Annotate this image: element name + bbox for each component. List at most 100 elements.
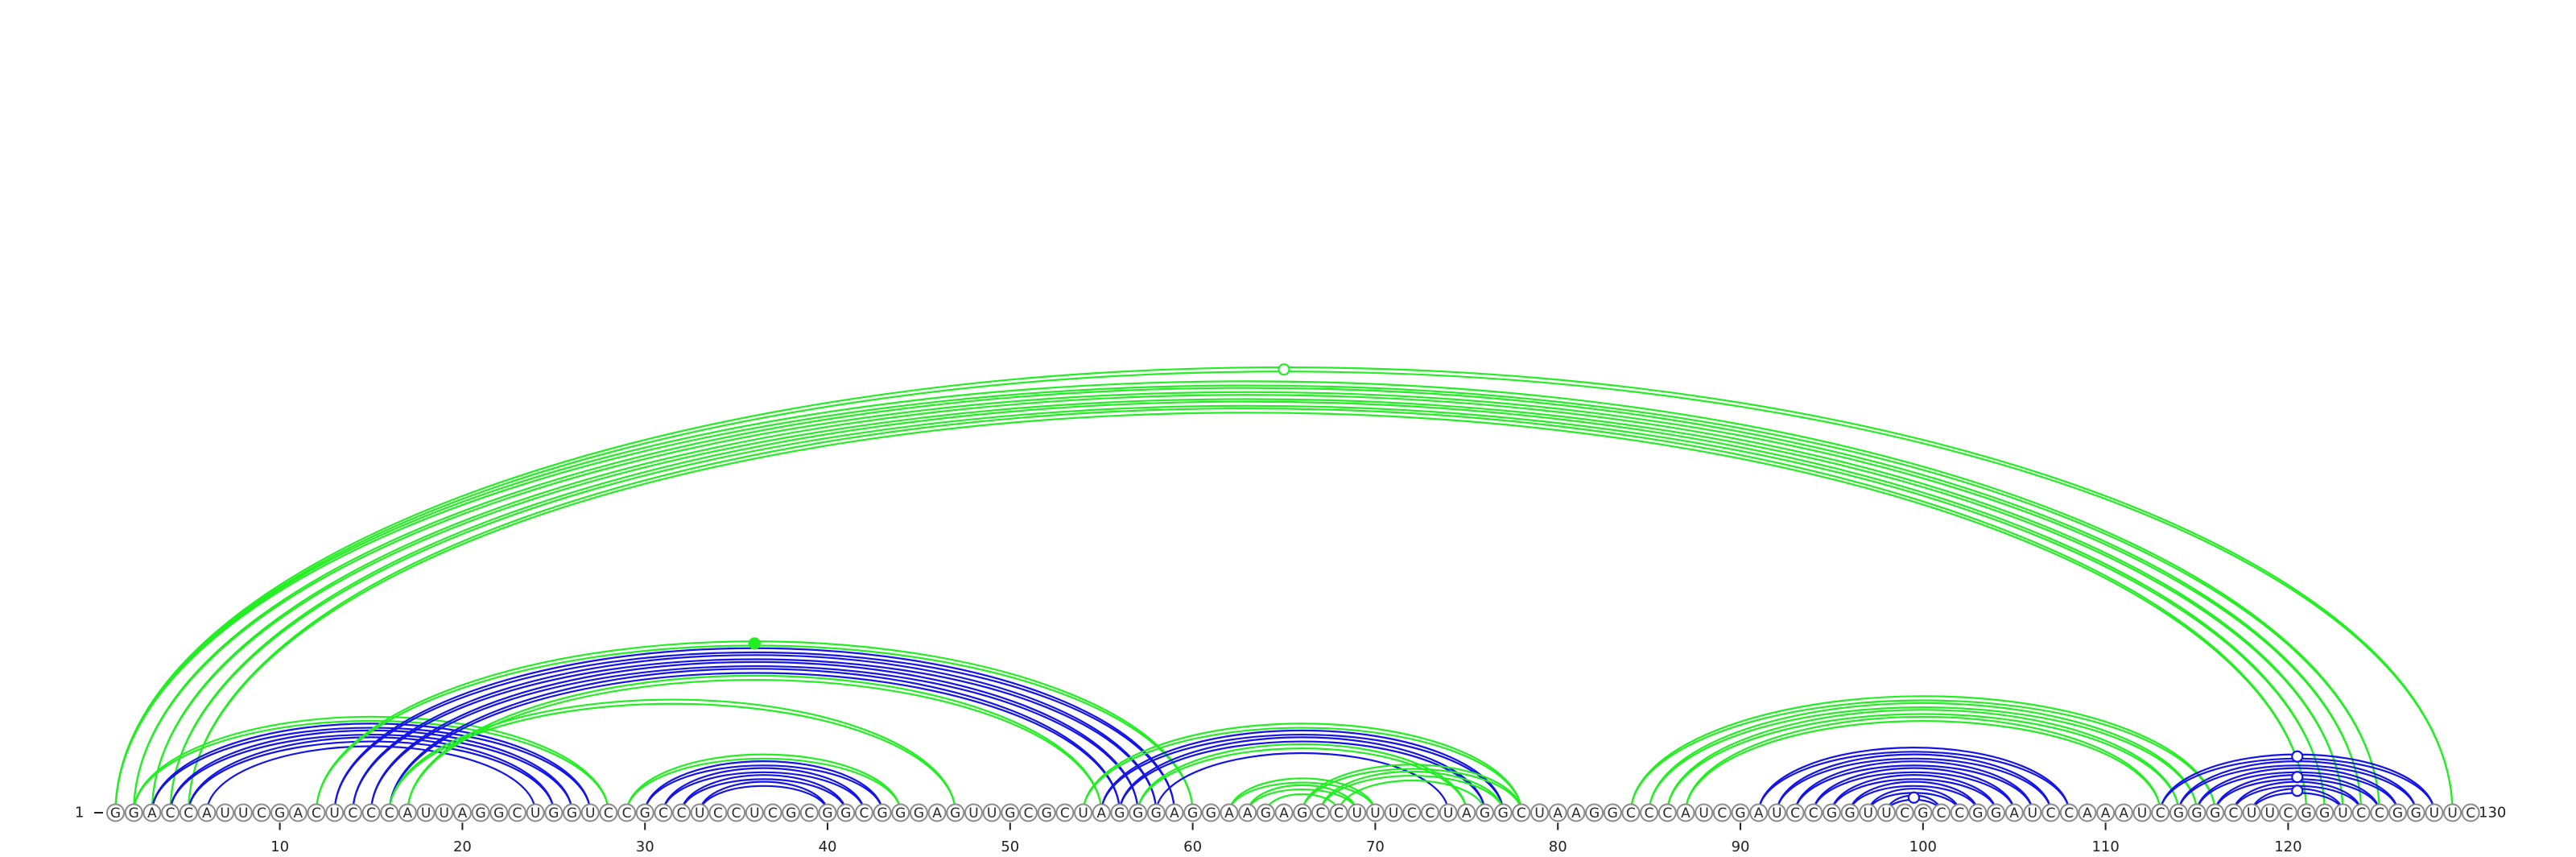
arc-outer-line (369, 660, 1139, 814)
base-pair-arc-58-74 (1155, 751, 1450, 814)
arc-inner-line (333, 651, 1176, 814)
base-pair-arc-33-40 (699, 780, 829, 814)
nucleotide-letter-11: A (293, 805, 303, 822)
nucleotide-letter-78: C (1517, 805, 1526, 822)
arc-outer-line (699, 780, 829, 814)
arc-outer-line (407, 674, 1103, 814)
nucleotide-letter-96: G (1845, 805, 1856, 822)
nucleotide-circle-100 (1913, 803, 1933, 822)
nucleotide-circle-68 (1329, 803, 1348, 822)
pair-marker-1-129 (1278, 363, 1290, 376)
arc-inner-line (625, 757, 902, 814)
arc-inner-line (133, 719, 609, 814)
nucleotide-letter-79: U (1534, 805, 1544, 822)
tick-label-20: 20 (453, 838, 472, 855)
nucleotide-letter-93: C (1790, 805, 1800, 822)
nucleotide-letter-72: C (1407, 805, 1417, 822)
nucleotide-circle-14 (343, 803, 362, 822)
nucleotide-letter-2: G (129, 805, 139, 822)
nucleotide-letter-86: C (1662, 805, 1672, 822)
nucleotide-letter-36: U (749, 805, 759, 822)
nucleotide-letter-108: C (2064, 805, 2074, 822)
nucleotide-letter-13: U (329, 805, 339, 822)
nucleotide-circle-59 (1165, 803, 1184, 822)
nucleotide-circle-31 (654, 803, 673, 822)
nucleotide-circle-23 (507, 803, 526, 822)
nucleotide-letter-30: G (640, 805, 650, 822)
tick-label-30: 30 (636, 838, 654, 855)
nucleotide-circle-35 (727, 803, 746, 822)
nucleotide-circle-126 (2388, 803, 2407, 822)
nucleotide-circle-56 (1110, 803, 1129, 822)
base-pair-arc-67-77 (1319, 770, 1505, 814)
nucleotide-letter-9: C (257, 805, 266, 822)
nucleotide-letter-1: G (110, 805, 121, 822)
arc-outer-line (1849, 780, 1979, 814)
nucleotide-letter-112: U (2137, 805, 2147, 822)
nucleotide-letter-23: C (513, 805, 522, 822)
base-pair-arc-17-55 (407, 674, 1103, 814)
nucleotide-circle-22 (489, 803, 509, 822)
nucleotide-circle-47 (946, 803, 965, 822)
nucleotide-letter-125: C (2375, 805, 2384, 822)
nucleotide-letter-69: U (1352, 805, 1362, 822)
nucleotide-circle-61 (1201, 803, 1220, 822)
nucleotide-letter-24: U (530, 805, 540, 822)
nucleotide-letter-68: C (1334, 805, 1344, 822)
nucleotide-letter-80: A (1553, 805, 1563, 822)
nucleotide-circle-82 (1585, 803, 1604, 822)
nucleotide-circle-71 (1384, 803, 1403, 822)
arc-outer-line (1794, 760, 2033, 814)
nucleotide-circle-15 (361, 803, 381, 822)
nucleotide-circle-123 (2333, 803, 2352, 822)
nucleotide-letter-100: G (1918, 805, 1928, 822)
arc-outer-line (1812, 767, 2016, 814)
arc-inner-line (407, 678, 1103, 814)
nucleotide-letter-33: U (695, 805, 704, 822)
nucleotide-letter-32: C (677, 805, 687, 822)
nucleotide-letter-34: C (713, 805, 723, 822)
nucleotide-letter-91: A (1754, 805, 1764, 822)
base-pair-arc-1-129 (114, 366, 2454, 814)
nucleotide-letter-122: G (2319, 805, 2330, 822)
arc-outer-line (2159, 753, 2435, 814)
arc-outer-line (1137, 743, 1468, 814)
nucleotide-circle-26 (563, 803, 581, 822)
nucleotide-letter-55: A (1096, 805, 1106, 822)
base-pair-arc-30-43 (644, 760, 884, 814)
nucleotide-letter-71: U (1389, 805, 1398, 822)
arc-outer-line (114, 379, 2380, 814)
nucleotide-letter-26: G (567, 805, 577, 822)
nucleotide-circle-93 (1785, 803, 1805, 822)
nucleotide-letter-7: U (220, 805, 229, 822)
nucleotide-letter-84: C (1626, 805, 1636, 822)
nucleotide-circle-128 (2425, 803, 2444, 822)
base-pair-arc-91-108 (1757, 747, 2070, 814)
end-index-label: 130 (2479, 805, 2506, 822)
nucleotide-letter-94: C (1809, 805, 1818, 822)
start-index-label: 1 (75, 805, 84, 822)
arc-outer-line (1867, 788, 1961, 814)
nucleotide-letter-89: C (1717, 805, 1727, 822)
nucleotide-letter-65: A (1279, 805, 1289, 822)
base-pair-arc-94-105 (1812, 767, 2016, 814)
nucleotide-letter-113: C (2156, 805, 2165, 822)
nucleotide-circle-88 (1695, 803, 1714, 822)
pair-markers (748, 363, 2304, 804)
arc-inner-line (133, 391, 2363, 814)
nucleotide-letter-41: G (840, 805, 851, 822)
nucleotide-circle-1 (106, 803, 125, 822)
nucleotide-circle-109 (2078, 803, 2097, 822)
nucleotide-circle-76 (1476, 803, 1494, 822)
nucleotide-circle-117 (2223, 803, 2243, 822)
nucleotide-letter-56: G (1114, 805, 1125, 822)
nucleotide-letter-129: U (2447, 805, 2457, 822)
nucleotide-letter-29: C (622, 805, 632, 822)
nucleotide-circle-94 (1804, 803, 1823, 822)
base-pair-arc-92-107 (1776, 753, 2052, 814)
base-pair-arc-95-104 (1831, 774, 1997, 814)
nucleotide-circle-89 (1712, 803, 1732, 822)
nucleotide-circle-4 (161, 803, 180, 822)
